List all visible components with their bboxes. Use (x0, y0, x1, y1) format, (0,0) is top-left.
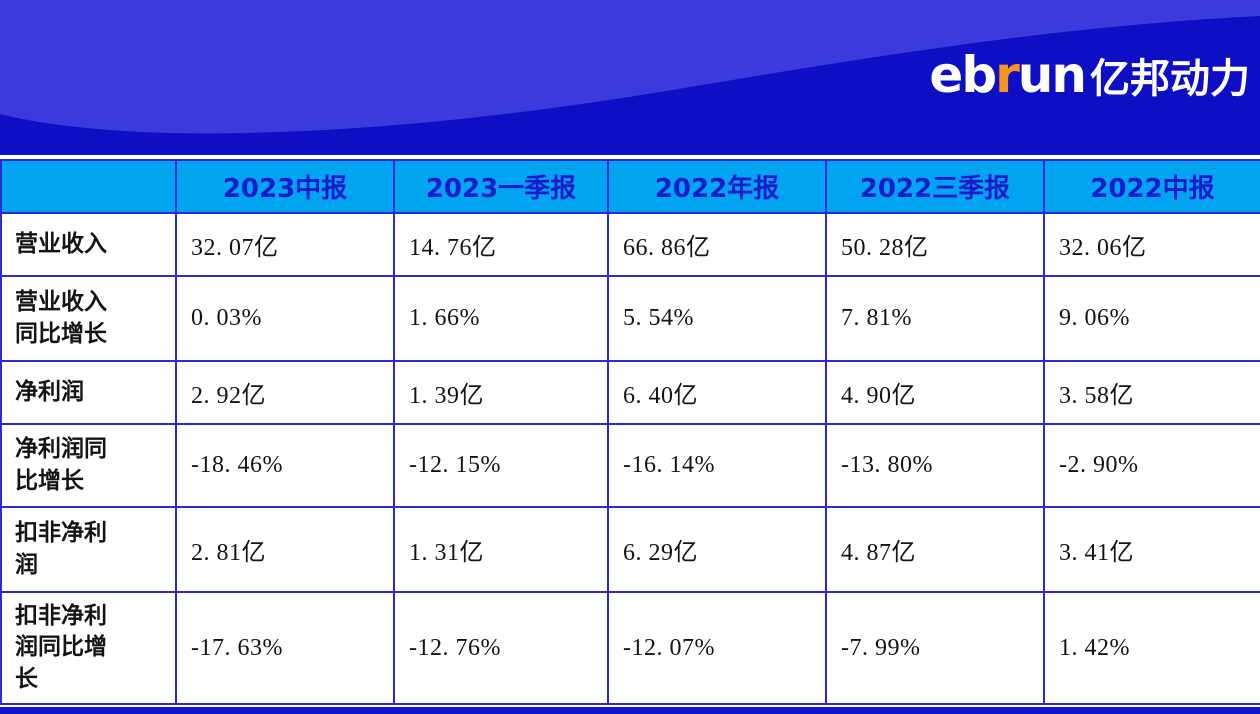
financial-table: 2023中报 2023一季报 2022年报 2022三季报 2022中报 营业收… (0, 159, 1260, 705)
row-label: 扣非净利润 (0, 506, 177, 593)
column-header-empty (0, 159, 177, 214)
table-row: 营业收入同比增长 0. 03% 1. 66% 5. 54% 7. 81% 9. 06% (0, 275, 1260, 362)
row-label: 营业收入 (0, 212, 177, 277)
cell-value: 6. 29亿 (607, 506, 827, 593)
cell-value: -18. 46% (175, 423, 395, 508)
logo-text-un: un (1017, 46, 1087, 104)
logo-text-eb: eb (929, 46, 997, 104)
cell-value: 1. 31亿 (393, 506, 609, 593)
cell-value: 5. 54% (607, 275, 827, 362)
cell-value: 1. 42% (1043, 591, 1260, 705)
table-header-row: 2023中报 2023一季报 2022年报 2022三季报 2022中报 (0, 159, 1260, 214)
cell-value: 1. 66% (393, 275, 609, 362)
table-row: 扣非净利润同比增长 -17. 63% -12. 76% -12. 07% -7. 99%… (0, 591, 1260, 705)
column-header-2022-annual: 2022年报 (607, 159, 827, 214)
cell-value: -12. 07% (607, 591, 827, 705)
row-label: 扣非净利润同比增长 (0, 591, 177, 705)
cell-value: -12. 76% (393, 591, 609, 705)
table-row: 净利润同比增长 -18. 46% -12. 15% -16. 14% -13. 80% -… (0, 423, 1260, 508)
logo-text-cn: 亿邦动力 (1090, 56, 1250, 102)
row-label: 净利润 (0, 360, 177, 425)
column-header-2022-q3: 2022三季报 (825, 159, 1045, 214)
cell-value: 14. 76亿 (393, 212, 609, 277)
row-label: 营业收入同比增长 (0, 275, 177, 362)
table-body: 营业收入 32. 07亿 14. 76亿 66. 86亿 50. 28亿 32. 06亿营… (0, 212, 1260, 705)
table-row: 营业收入 32. 07亿 14. 76亿 66. 86亿 50. 28亿 32. 06亿 (0, 212, 1260, 277)
cell-value: -13. 80% (825, 423, 1045, 508)
cell-value: -7. 99% (825, 591, 1045, 705)
cell-value: 32. 06亿 (1043, 212, 1260, 277)
cell-value: -16. 14% (607, 423, 827, 508)
bottom-bar (0, 707, 1260, 714)
cell-value: 66. 86亿 (607, 212, 827, 277)
header-banner: eb r un 亿邦动力 (0, 0, 1260, 155)
cell-value: 2. 81亿 (175, 506, 395, 593)
cell-value: -12. 15% (393, 423, 609, 508)
column-header-2023-q1: 2023一季报 (393, 159, 609, 214)
table-row: 净利润 2. 92亿 1. 39亿 6. 40亿 4. 90亿 3. 58亿 (0, 360, 1260, 425)
cell-value: 1. 39亿 (393, 360, 609, 425)
cell-value: 7. 81% (825, 275, 1045, 362)
cell-value: 6. 40亿 (607, 360, 827, 425)
ebrun-logo: eb r un 亿邦动力 (929, 50, 1250, 100)
logo-accent-r: r (995, 46, 1020, 104)
cell-value: 2. 92亿 (175, 360, 395, 425)
banner-table-divider (0, 155, 1260, 159)
cell-value: -2. 90% (1043, 423, 1260, 508)
cell-value: 9. 06% (1043, 275, 1260, 362)
cell-value: 3. 41亿 (1043, 506, 1260, 593)
column-header-2022-interim: 2022中报 (1043, 159, 1260, 214)
cell-value: -17. 63% (175, 591, 395, 705)
column-header-2023-interim: 2023中报 (175, 159, 395, 214)
cell-value: 50. 28亿 (825, 212, 1045, 277)
banner-wave-graphic (0, 0, 1260, 134)
cell-value: 4. 87亿 (825, 506, 1045, 593)
row-label: 净利润同比增长 (0, 423, 177, 508)
cell-value: 32. 07亿 (175, 212, 395, 277)
table-row: 扣非净利润 2. 81亿 1. 31亿 6. 29亿 4. 87亿 3. 41亿 (0, 506, 1260, 593)
cell-value: 4. 90亿 (825, 360, 1045, 425)
cell-value: 3. 58亿 (1043, 360, 1260, 425)
cell-value: 0. 03% (175, 275, 395, 362)
